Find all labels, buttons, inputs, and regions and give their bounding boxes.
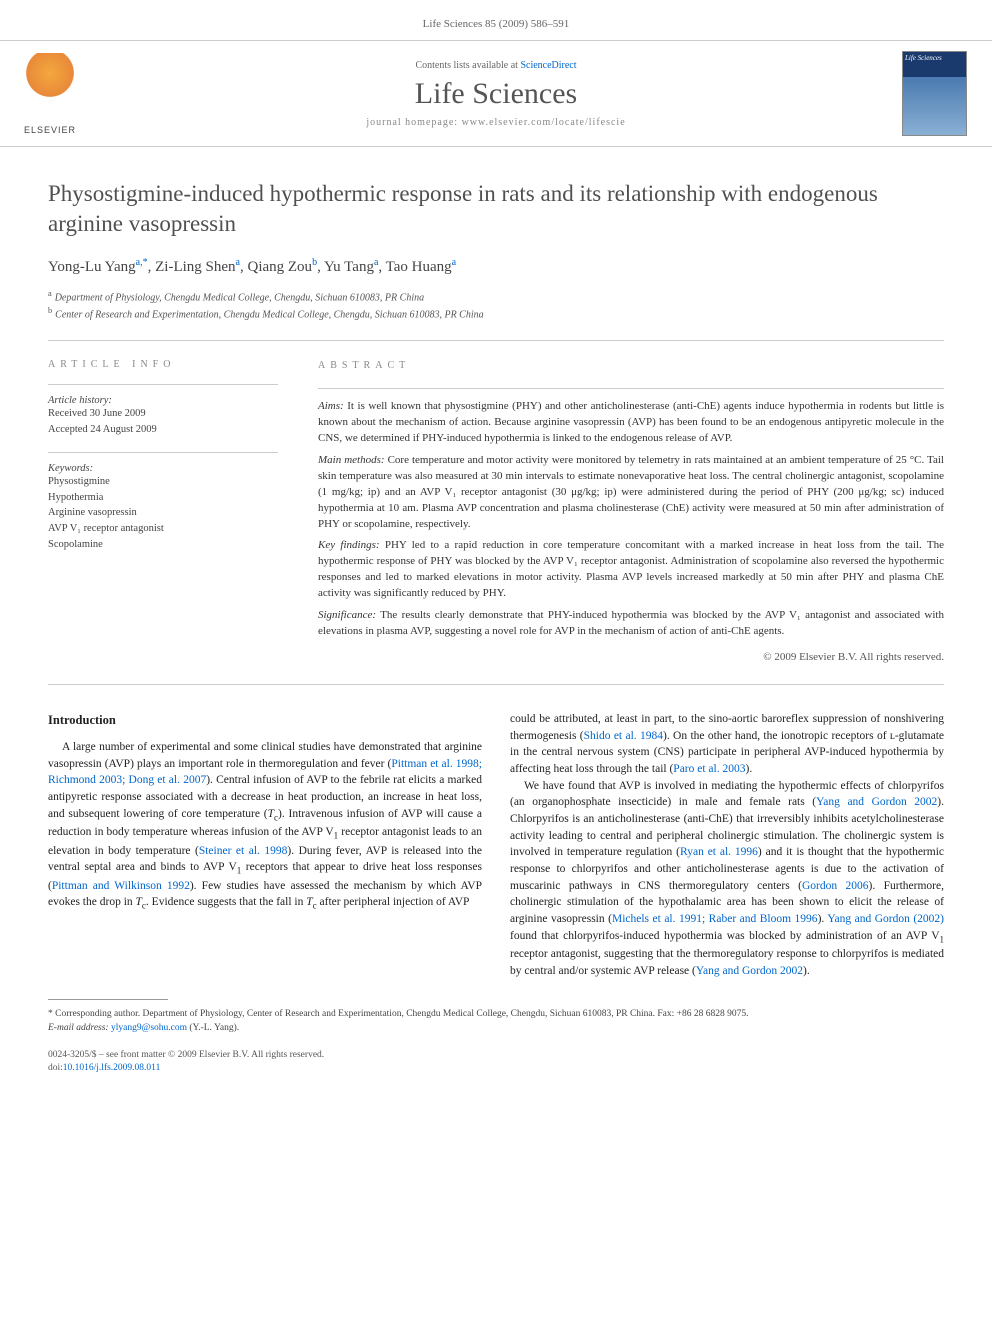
info-divider-2 xyxy=(48,452,278,453)
journal-banner: ELSEVIER Contents lists available at Sci… xyxy=(0,40,992,147)
journal-cover-thumb: Life Sciences xyxy=(902,51,967,136)
contents-line: Contents lists available at ScienceDirec… xyxy=(90,60,902,71)
keywords-label: Keywords: xyxy=(48,463,278,474)
abstract-methods: Main methods: Core temperature and motor… xyxy=(318,453,944,533)
intro-p1: A large number of experimental and some … xyxy=(48,739,482,912)
abstract-body: Aims: It is well known that physostigmin… xyxy=(318,389,944,666)
contents-prefix: Contents lists available at xyxy=(415,60,520,71)
email-line: E-mail address: ylyang9@sohu.com (Y.-L. … xyxy=(48,1022,944,1035)
cite-4[interactable]: Shido et al. 1984 xyxy=(584,730,663,742)
cite-6[interactable]: Yang and Gordon 2002 xyxy=(816,796,937,808)
publisher-label: ELSEVIER xyxy=(24,125,76,135)
footnotes: * Corresponding author. Department of Ph… xyxy=(0,1000,992,1035)
keyword-1: Hypothermia xyxy=(48,490,278,506)
methods-label: Main methods: xyxy=(318,454,385,466)
significance-label: Significance: xyxy=(318,609,376,621)
authors-line: Yong-Lu Yanga,*, Zi-Ling Shena, Qiang Zo… xyxy=(48,257,944,276)
info-abstract-row: ARTICLE INFO Article history: Received 3… xyxy=(48,341,944,684)
keyword-4: Scopolamine xyxy=(48,537,278,553)
abstract-heading: ABSTRACT xyxy=(318,359,944,374)
history-block: Article history: Received 30 June 2009 A… xyxy=(48,385,278,438)
article-info: ARTICLE INFO Article history: Received 3… xyxy=(48,359,278,666)
running-header: Life Sciences 85 (2009) 586–591 xyxy=(0,0,992,40)
info-heading: ARTICLE INFO xyxy=(48,359,278,370)
aims-label: Aims: xyxy=(318,400,344,412)
abstract-findings: Key findings: PHY led to a rapid reducti… xyxy=(318,538,944,602)
cite-9[interactable]: Michels et al. 1991; Raber and Bloom 199… xyxy=(612,913,818,925)
keyword-3: AVP V₁ receptor antagonist xyxy=(48,521,278,537)
cite-8[interactable]: Gordon 2006 xyxy=(802,880,869,892)
homepage-line: journal homepage: www.elsevier.com/locat… xyxy=(90,117,902,128)
affiliation-a: aDepartment of Physiology, Chengdu Medic… xyxy=(48,288,944,305)
intro-heading: Introduction xyxy=(48,711,482,729)
findings-label: Key findings: xyxy=(318,539,380,551)
abstract-aims: Aims: It is well known that physostigmin… xyxy=(318,399,944,447)
keyword-0: Physostigmine xyxy=(48,474,278,490)
journal-title: Life Sciences xyxy=(90,77,902,111)
email-suffix: (Y.-L. Yang). xyxy=(187,1023,239,1033)
doi-link[interactable]: 10.1016/j.lfs.2009.08.011 xyxy=(63,1063,161,1073)
abstract-significance: Significance: The results clearly demons… xyxy=(318,608,944,640)
homepage-url: www.elsevier.com/locate/lifescie xyxy=(462,117,626,128)
sciencedirect-link[interactable]: ScienceDirect xyxy=(520,60,576,71)
homepage-prefix: journal homepage: xyxy=(366,117,461,128)
cite-5[interactable]: Paro et al. 2003 xyxy=(673,763,745,775)
abstract: ABSTRACT Aims: It is well known that phy… xyxy=(318,359,944,666)
email-label: E-mail address: xyxy=(48,1023,111,1033)
corr-text: Department of Physiology, Center of Rese… xyxy=(142,1009,748,1019)
citation-text: Life Sciences 85 (2009) 586–591 xyxy=(423,18,570,30)
history-label: Article history: xyxy=(48,395,278,406)
history-received: Received 30 June 2009 xyxy=(48,406,278,422)
author-1: Zi-Ling Shena xyxy=(155,259,240,275)
cite-11[interactable]: Yang and Gordon 2002 xyxy=(696,965,803,977)
cite-1[interactable]: Pittman et al. 1998; Richmond 2003; Dong… xyxy=(48,758,482,787)
body-two-column: Introduction A large number of experimen… xyxy=(0,685,992,979)
cite-7[interactable]: Ryan et al. 1996 xyxy=(680,846,758,858)
column-right: could be attributed, at least in part, t… xyxy=(510,711,944,979)
doi-prefix: doi: xyxy=(48,1063,63,1073)
author-3: Yu Tanga xyxy=(324,259,378,275)
issn-line: 0024-3205/$ – see front matter © 2009 El… xyxy=(48,1049,944,1062)
cover-text: Life Sciences xyxy=(905,54,942,62)
journal-cover-block: Life Sciences xyxy=(902,51,992,136)
affiliations: aDepartment of Physiology, Chengdu Medic… xyxy=(48,288,944,323)
corr-label: * Corresponding author. xyxy=(48,1009,142,1019)
corresponding-author: * Corresponding author. Department of Ph… xyxy=(48,1008,944,1021)
page-footer: 0024-3205/$ – see front matter © 2009 El… xyxy=(0,1035,992,1096)
elsevier-tree-icon xyxy=(20,53,80,123)
author-0: Yong-Lu Yanga,* xyxy=(48,259,148,275)
article-title: Physostigmine-induced hypothermic respon… xyxy=(48,179,944,239)
column-left: Introduction A large number of experimen… xyxy=(48,711,482,979)
article-front-matter: Physostigmine-induced hypothermic respon… xyxy=(0,147,992,685)
author-4: Tao Huanga xyxy=(386,259,456,275)
cite-3[interactable]: Pittman and Wilkinson 1992 xyxy=(52,880,190,892)
copyright: © 2009 Elsevier B.V. All rights reserved… xyxy=(318,650,944,666)
intro-p1-cont: could be attributed, at least in part, t… xyxy=(510,711,944,778)
banner-center: Contents lists available at ScienceDirec… xyxy=(90,60,902,128)
intro-p2: We have found that AVP is involved in me… xyxy=(510,778,944,980)
email-link[interactable]: ylyang9@sohu.com xyxy=(111,1023,187,1033)
cite-2[interactable]: Steiner et al. 1998 xyxy=(199,845,288,857)
keyword-2: Arginine vasopressin xyxy=(48,505,278,521)
doi-line: doi:10.1016/j.lfs.2009.08.011 xyxy=(48,1062,944,1075)
author-2: Qiang Zoub xyxy=(247,259,317,275)
affiliation-b: bCenter of Research and Experimentation,… xyxy=(48,305,944,322)
cite-10[interactable]: Yang and Gordon (2002) xyxy=(827,913,944,925)
publisher-logo-block: ELSEVIER xyxy=(0,53,90,135)
history-accepted: Accepted 24 August 2009 xyxy=(48,422,278,438)
